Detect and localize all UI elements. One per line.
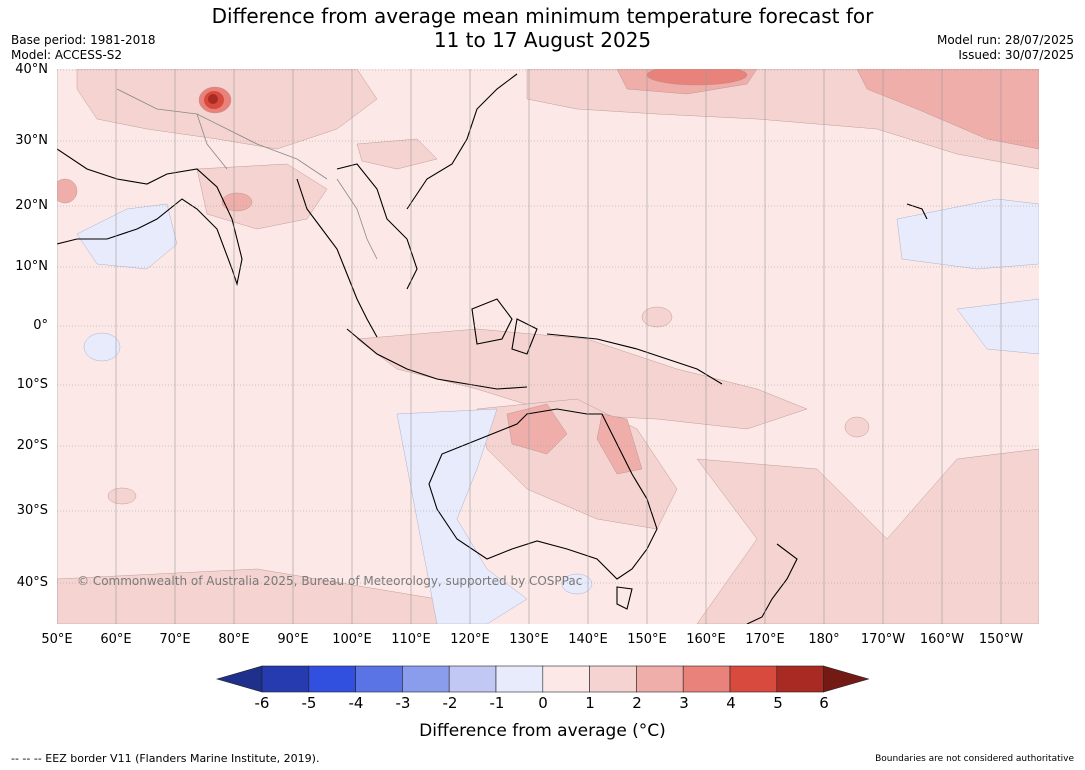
map-title: Difference from average mean minimum tem… — [0, 4, 1085, 52]
colorbar-cell — [495, 665, 544, 693]
lon-tick: 140°E — [568, 632, 608, 647]
colorbar-tick: -3 — [395, 694, 411, 712]
colorbar-tick: 1 — [585, 694, 595, 712]
boundaries-disclaimer: Boundaries are not considered authoritat… — [875, 754, 1074, 764]
colorbar-extend-high — [823, 665, 870, 693]
base-period: Base period: 1981-2018 — [11, 33, 156, 47]
model-run: Model run: 28/07/2025 — [936, 33, 1074, 47]
lat-tick: 20°S — [16, 438, 48, 453]
lat-tick: 30°S — [16, 503, 48, 518]
anomaly-minus-1-0 — [76, 198, 1039, 624]
map-panel — [57, 69, 1039, 624]
lon-tick: 170°E — [745, 632, 785, 647]
lon-tick: 80°E — [218, 632, 250, 647]
meta-left: Base period: 1981-2018 Model: ACCESS-S2 — [11, 33, 156, 63]
colorbar-tick: 0 — [538, 694, 548, 712]
colorbar-tick: 4 — [726, 694, 736, 712]
colorbar-cell — [776, 665, 824, 693]
graticule — [57, 69, 1039, 624]
lat-tick: 10°S — [16, 377, 48, 392]
eez-border-note: -- -- -- EEZ border V11 (Flanders Marine… — [11, 752, 320, 765]
lon-tick: 50°E — [41, 632, 73, 647]
lon-tick: 110°E — [391, 632, 431, 647]
colorbar-extend-low — [215, 665, 263, 693]
lat-tick: 40°N — [15, 62, 48, 77]
lon-tick: 60°E — [100, 632, 132, 647]
colorbar-cell — [729, 665, 778, 693]
lat-tick: 20°N — [15, 198, 48, 213]
colorbar-cell — [636, 665, 684, 693]
title-line-2: 11 to 17 August 2025 — [433, 28, 652, 52]
colorbar-tick: 6 — [819, 694, 829, 712]
colorbar-tick: 5 — [773, 694, 783, 712]
meta-right: Model run: 28/07/2025 Issued: 30/07/2025 — [937, 33, 1074, 63]
lat-tick: 0° — [33, 318, 48, 333]
colorbar-tick: 3 — [679, 694, 689, 712]
lon-tick: 100°E — [332, 632, 372, 647]
lon-tick: 130°E — [509, 632, 549, 647]
colorbar-cell — [589, 665, 637, 693]
lon-tick: 120°E — [450, 632, 490, 647]
colorbar-cell — [355, 665, 403, 693]
lon-tick: 90°E — [277, 632, 309, 647]
lon-tick: 150°W — [978, 632, 1024, 647]
title-line-1: Difference from average mean minimum tem… — [211, 4, 874, 28]
lon-tick: 160°W — [919, 632, 965, 647]
lat-tick: 40°S — [16, 575, 48, 590]
colorbar-cell — [448, 665, 497, 693]
colorbar-tick: -5 — [301, 694, 317, 712]
colorbar-tick: -6 — [254, 694, 270, 712]
colorbar-tick: 2 — [632, 694, 642, 712]
anomaly-hotspot — [204, 91, 224, 109]
lon-tick: 180° — [808, 632, 840, 647]
colorbar-cell — [402, 665, 450, 693]
colorbar-cell — [682, 665, 731, 693]
colorbar-label: Difference from average (°C) — [419, 721, 666, 741]
model-name: Model: ACCESS-S2 — [11, 48, 123, 62]
copyright-notice: © Commonwealth of Australia 2025, Bureau… — [77, 574, 583, 588]
colorbar-tick: -4 — [348, 694, 364, 712]
lat-tick: 30°N — [15, 133, 48, 148]
lon-tick: 70°E — [159, 632, 191, 647]
lon-tick: 150°E — [627, 632, 667, 647]
issued-date: Issued: 30/07/2025 — [958, 48, 1074, 62]
country-borders — [116, 88, 378, 260]
colorbar-cell — [542, 665, 590, 693]
lon-tick: 170°W — [860, 632, 906, 647]
colorbar — [215, 665, 870, 693]
lon-tick: 160°E — [686, 632, 726, 647]
colorbar-tick: -1 — [489, 694, 505, 712]
coastlines — [57, 73, 928, 624]
colorbar-tick: -2 — [442, 694, 458, 712]
colorbar-cell — [261, 665, 310, 693]
lat-tick: 10°N — [15, 259, 48, 274]
colorbar-cell — [308, 665, 356, 693]
